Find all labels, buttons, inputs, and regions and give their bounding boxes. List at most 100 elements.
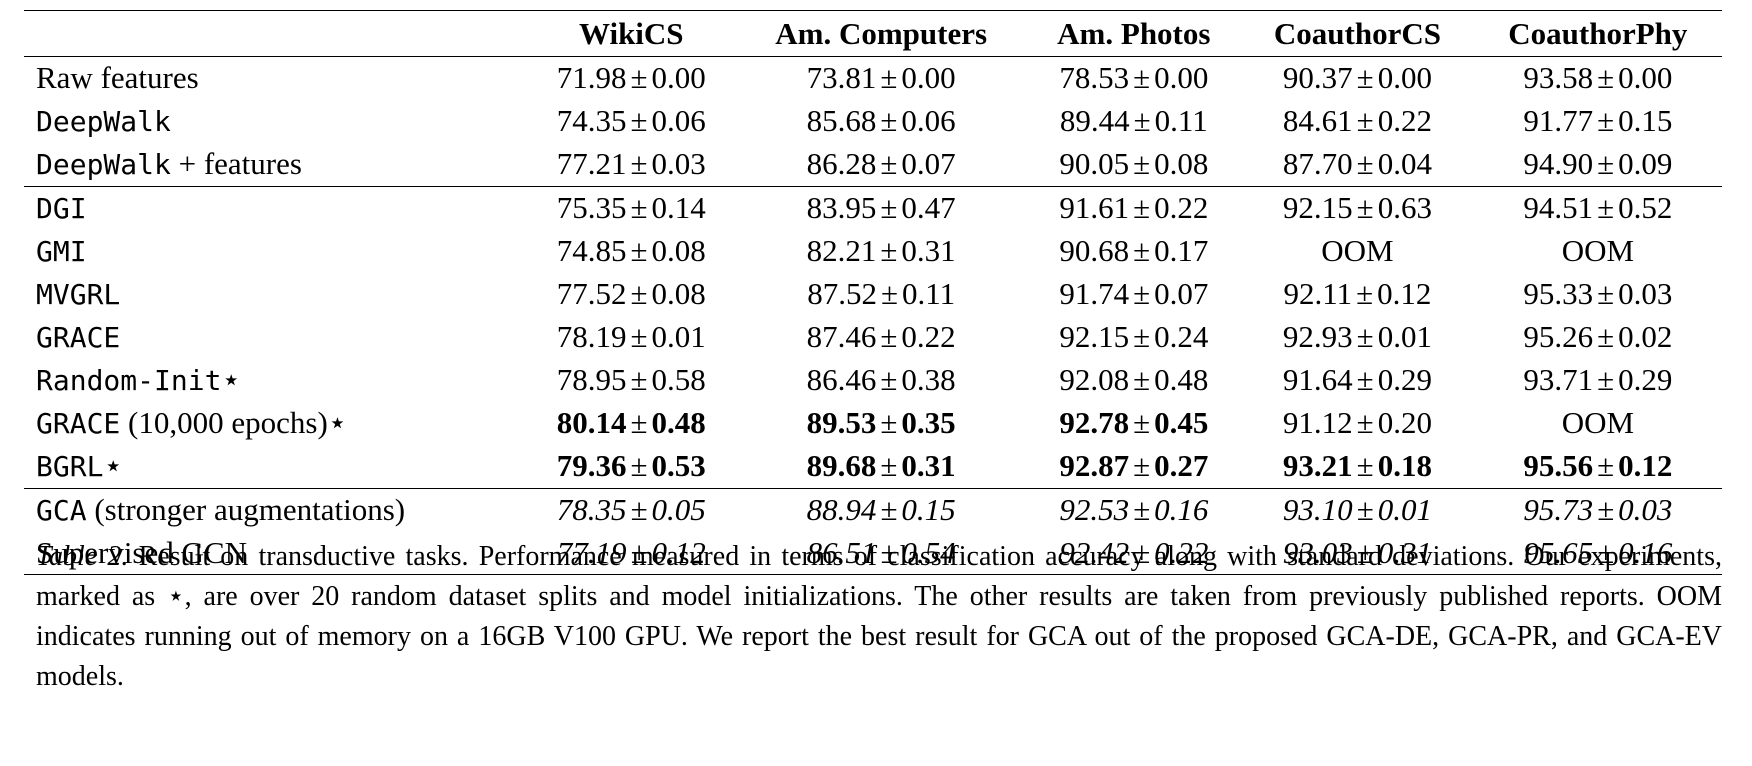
result-cell: 92.15 ±0.63	[1241, 186, 1474, 230]
mean-value: 92.11	[1283, 276, 1353, 311]
result-cell: 87.46 ±0.22	[736, 316, 1027, 359]
method-name-code: Random-Init	[36, 363, 222, 397]
mean-value: 94.90	[1523, 146, 1594, 181]
plus-minus-sign: ±	[1356, 190, 1374, 225]
header-cell-coauthorcs: CoauthorCS	[1241, 10, 1474, 57]
mean-value: 78.19	[556, 319, 627, 354]
mean-value: 71.98	[556, 60, 627, 96]
std-value: 0.04	[1377, 146, 1432, 181]
mean-value: 92.53	[1059, 492, 1130, 527]
plus-minus-sign: ±	[630, 319, 648, 354]
std-value: 0.14	[651, 190, 706, 225]
plus-minus-sign: ±	[630, 534, 648, 570]
caption-label: Table 2.	[36, 541, 129, 572]
plus-minus-sign: ±	[1597, 448, 1615, 483]
header-cell-method	[24, 10, 527, 57]
result-cell: 91.61 ±0.22	[1027, 186, 1242, 230]
mean-value: 93.71	[1523, 362, 1594, 397]
std-value: 0.03	[1618, 276, 1673, 311]
table-row: GRACE 78.19 ±0.01 87.46 ±0.22 92.15 ±0.24 92.93…	[24, 316, 1722, 359]
plus-minus-sign: ±	[630, 233, 648, 268]
mean-value: 92.08	[1059, 362, 1130, 397]
caption-text: Result on transductive tasks. Performanc…	[36, 541, 1722, 692]
mean-value: 78.95	[556, 362, 627, 397]
mean-value: 74.35	[556, 103, 627, 138]
mean-value: 86.28	[806, 146, 877, 181]
std-value: 0.00	[901, 60, 956, 96]
plus-minus-sign: ±	[630, 60, 648, 96]
result-cell: 87.70 ±0.04	[1241, 142, 1474, 187]
mean-value: 77.21	[556, 146, 627, 181]
method-cell: GMI	[24, 230, 527, 273]
plus-minus-sign: ±	[1133, 190, 1151, 225]
result-cell: 78.35 ±0.05	[527, 488, 736, 532]
mean-value: 91.77	[1523, 103, 1594, 138]
mean-value: 82.21	[806, 233, 877, 268]
plus-minus-sign: ±	[1356, 405, 1374, 440]
result-cell: 78.53 ±0.00	[1027, 57, 1242, 100]
plus-minus-sign: ±	[1597, 319, 1615, 354]
result-cell: 82.21 ±0.31	[736, 230, 1027, 273]
result-cell: 78.95 ±0.58	[527, 359, 736, 402]
result-cell: 86.28 ±0.07	[735, 142, 1027, 187]
result-cell: 93.10 ±0.01	[1241, 488, 1474, 532]
plus-minus-sign: ±	[1356, 448, 1374, 483]
plus-minus-sign: ±	[630, 276, 648, 311]
plus-minus-sign: ±	[1356, 319, 1374, 354]
mean-value: 95.65	[1523, 534, 1594, 570]
std-value: 0.00	[1377, 60, 1432, 96]
std-value: 0.31	[1377, 534, 1432, 570]
plus-minus-sign: ±	[1597, 190, 1615, 225]
result-cell: 86.51 ±0.54	[735, 531, 1027, 575]
result-cell: 83.95 ±0.47	[736, 186, 1027, 230]
std-value: 0.15	[901, 492, 956, 527]
plus-minus-sign: ±	[880, 319, 898, 354]
result-cell: 92.15 ±0.24	[1027, 316, 1242, 359]
std-value: 0.48	[651, 405, 706, 440]
result-cell: 93.58 ±0.00	[1474, 57, 1722, 100]
std-value: 0.05	[651, 492, 706, 527]
method-suffix: (10,000 epochs)⋆	[120, 404, 348, 440]
result-cell: 91.64 ±0.29	[1241, 359, 1474, 402]
std-value: 0.48	[1154, 362, 1209, 397]
std-value: 0.01	[1377, 319, 1432, 354]
plus-minus-sign: ±	[1597, 146, 1615, 181]
std-value: 0.20	[1377, 405, 1432, 440]
table-row: Supervised GCN 77.19 ±0.12 86.51 ±0.54 92.42 ±…	[24, 531, 1722, 575]
result-cell: OOM	[1561, 405, 1635, 440]
result-cell: 91.12 ±0.20	[1241, 402, 1474, 445]
table-body: Raw features 71.98 ±0.00 73.81 ±0.00 78.53 ±0.…	[24, 57, 1722, 575]
method-suffix: ⋆	[103, 447, 123, 483]
table-row: GCA (stronger augmentations) 78.35 ±0.05 88…	[24, 488, 1722, 532]
method-cell: BGRL⋆	[24, 444, 527, 489]
plus-minus-sign: ±	[880, 190, 898, 225]
method-name-code: GCA	[36, 493, 87, 527]
std-value: 0.11	[902, 276, 956, 311]
mean-value: 92.42	[1059, 534, 1130, 570]
table-row: Raw features 71.98 ±0.00 73.81 ±0.00 78.53 ±0.…	[24, 57, 1722, 100]
plus-minus-sign: ±	[1133, 362, 1151, 397]
std-value: 0.29	[1377, 362, 1432, 397]
mean-value: 87.70	[1282, 146, 1353, 181]
result-cell: 89.68 ±0.31	[735, 444, 1027, 489]
plus-minus-sign: ±	[1133, 146, 1151, 181]
mean-value: 85.68	[806, 103, 877, 138]
mean-value: 77.19	[556, 534, 627, 570]
result-cell: 92.78 ±0.45	[1027, 402, 1242, 445]
plus-minus-sign: ±	[1356, 146, 1374, 181]
result-cell: 92.42 ±0.22	[1026, 531, 1242, 575]
plus-minus-sign: ±	[630, 405, 648, 440]
mean-value: 77.52	[556, 276, 627, 311]
plus-minus-sign: ±	[630, 362, 648, 397]
std-value: 0.24	[1154, 319, 1209, 354]
result-cell: 86.46 ±0.38	[736, 359, 1027, 402]
plus-minus-sign: ±	[630, 448, 648, 483]
result-cell: 79.36 ±0.53	[526, 444, 736, 489]
mean-value: 91.12	[1282, 405, 1353, 440]
result-cell: 92.93 ±0.01	[1241, 316, 1474, 359]
result-cell: 95.56 ±0.12	[1473, 444, 1722, 489]
mean-value: 93.03	[1282, 534, 1353, 570]
result-cell: 95.33 ±0.03	[1474, 273, 1722, 316]
result-cell: 92.11 ±0.12	[1241, 273, 1474, 316]
method-name-code: MVGRL	[36, 277, 121, 311]
